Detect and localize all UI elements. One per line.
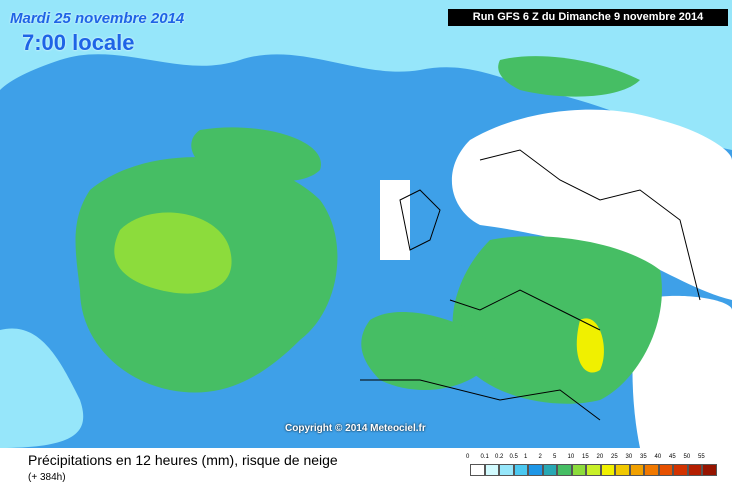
legend-label: 25	[611, 454, 618, 460]
legend-label: 35	[640, 454, 647, 460]
copyright: Copyright © 2014 Meteociel.fr	[285, 423, 426, 434]
legend-swatch	[600, 464, 615, 476]
light-precip	[0, 328, 84, 448]
heavy-precip	[576, 318, 604, 373]
legend-label: 0.5	[509, 454, 518, 460]
legend-swatch	[586, 464, 601, 476]
legend-label: 5	[553, 454, 557, 460]
legend-label: 45	[669, 454, 676, 460]
dry-area	[632, 295, 732, 448]
legend-label: 0.2	[495, 454, 504, 460]
legend: 0 0.1 0.2 0.5 1 2 5 10 15 20 25 30 35 40 45 50 55	[466, 454, 720, 484]
map	[0, 0, 732, 448]
moderate-precip	[452, 236, 662, 404]
date-label: Mardi 25 novembre 2014	[10, 10, 185, 27]
legend-swatch	[557, 464, 572, 476]
time-label: 7:00 locale	[22, 30, 135, 55]
legend-swatch	[658, 464, 673, 476]
heavy-precip	[114, 212, 232, 294]
legend-swatch	[644, 464, 659, 476]
dry-area	[451, 109, 732, 300]
legend-swatch	[499, 464, 514, 476]
legend-swatch	[687, 464, 702, 476]
legend-label: 50	[683, 454, 691, 460]
legend-label: 40	[654, 454, 662, 460]
legend-label: 20	[596, 454, 604, 460]
legend-swatch	[513, 464, 528, 476]
legend-swatch	[629, 464, 644, 476]
moderate-precip	[498, 56, 640, 97]
legend-swatch	[470, 464, 485, 476]
light-precip	[0, 0, 732, 150]
dry-area	[380, 180, 410, 260]
legend-swatch	[484, 464, 499, 476]
legend-label: 2	[538, 454, 542, 460]
legend-label: 55	[698, 454, 705, 460]
legend-label: 1	[524, 454, 528, 460]
legend-swatch	[528, 464, 543, 476]
legend-swatch	[702, 464, 717, 476]
legend-swatch	[615, 464, 630, 476]
legend-swatch	[542, 464, 557, 476]
legend-label: 0	[466, 454, 470, 460]
legend-label: 10	[567, 454, 575, 460]
moderate-precip	[191, 127, 321, 182]
legend-swatch	[673, 464, 688, 476]
legend-label: 30	[625, 454, 633, 460]
footer-title: Précipitations en 12 heures (mm), risque…	[28, 452, 338, 468]
legend-swatch	[571, 464, 586, 476]
moderate-precip	[361, 311, 500, 390]
footer-lead: (+ 384h)	[28, 472, 66, 483]
legend-label: 15	[582, 454, 589, 460]
run-label: Run GFS 6 Z du Dimanche 9 novembre 2014	[448, 9, 728, 26]
coastline	[360, 149, 701, 421]
legend-label: 0.1	[480, 454, 489, 460]
